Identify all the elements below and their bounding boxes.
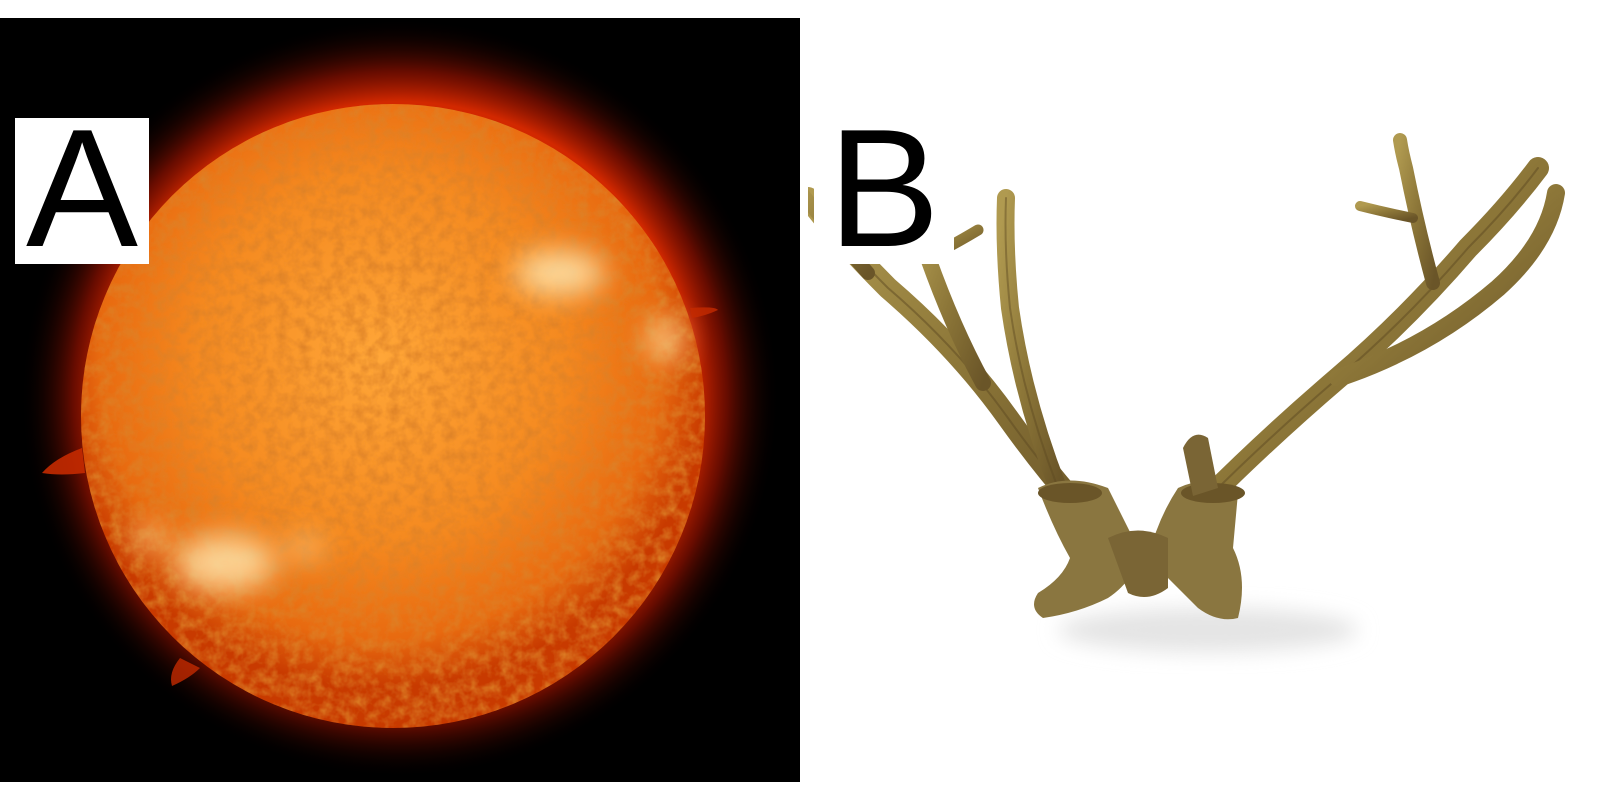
panel-label-a: A bbox=[15, 118, 149, 264]
antler-right bbox=[1197, 133, 1565, 509]
antler-pedicles bbox=[1034, 434, 1245, 620]
panel-b: B bbox=[808, 18, 1600, 782]
panel-label-b: B bbox=[814, 118, 954, 264]
sun-photo bbox=[0, 18, 800, 782]
sun-granulation bbox=[81, 104, 705, 728]
sun-bright-regions bbox=[134, 251, 683, 591]
sun-prominences bbox=[42, 307, 718, 686]
panel-a: A bbox=[0, 18, 800, 782]
antler-shadow bbox=[1058, 608, 1358, 652]
